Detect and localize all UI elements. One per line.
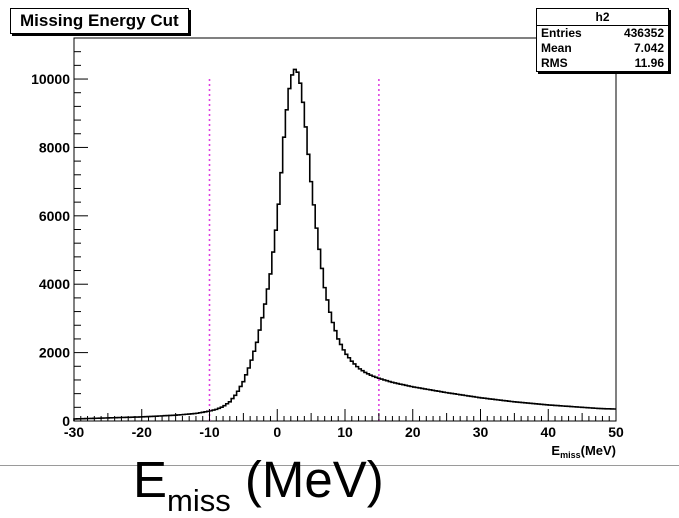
big-x-axis-label: Emiss (MeV) xyxy=(133,450,384,518)
x-tick-label: 30 xyxy=(473,424,489,440)
stats-value: 11.96 xyxy=(634,56,664,70)
stats-row-mean: Mean 7.042 xyxy=(537,41,668,56)
x-axis-label: Emiss(MeV) xyxy=(551,443,616,460)
x-tick-label: 0 xyxy=(273,424,281,440)
stats-label: RMS xyxy=(541,56,568,70)
stats-histogram-name: h2 xyxy=(537,9,668,26)
x-tick-label: -30 xyxy=(64,424,84,440)
divider xyxy=(0,465,679,466)
big-x-label-unit: (MeV) xyxy=(230,451,384,508)
x-tick-label: 10 xyxy=(337,424,353,440)
stats-value: 436352 xyxy=(623,26,664,40)
stats-row-entries: Entries 436352 xyxy=(537,26,668,41)
y-tick-label: 6000 xyxy=(39,208,70,224)
x-tick-label: 50 xyxy=(608,424,624,440)
y-tick-label: 4000 xyxy=(39,276,70,292)
stats-box: h2 Entries 436352 Mean 7.042 RMS 11.96 xyxy=(536,8,669,72)
x-axis-label-main: E xyxy=(551,443,560,458)
x-tick-label: -20 xyxy=(132,424,152,440)
y-tick-label: 10000 xyxy=(31,71,70,87)
histogram-line xyxy=(73,68,616,421)
x-axis-label-unit: (MeV) xyxy=(581,443,616,458)
big-x-label-subscript: miss xyxy=(167,483,231,518)
y-tick-label: 0 xyxy=(62,413,70,429)
stats-label: Mean xyxy=(541,41,572,55)
y-tick-label: 8000 xyxy=(39,139,70,155)
y-tick-label: 2000 xyxy=(39,345,70,361)
big-x-label-main: E xyxy=(133,451,168,508)
stats-row-rms: RMS 11.96 xyxy=(537,56,668,71)
x-tick-label: 20 xyxy=(405,424,421,440)
x-tick-label: 40 xyxy=(540,424,556,440)
chart-title: Missing Energy Cut xyxy=(10,8,189,34)
figure-frame: -30 -20 -10 0 10 20 30 40 50 0 2000 4000 6000 8000 100… xyxy=(10,8,669,460)
stats-value: 7.042 xyxy=(633,41,664,55)
stats-label: Entries xyxy=(541,26,582,40)
x-tick-label: -10 xyxy=(199,424,219,440)
histogram-plot: -30 -20 -10 0 10 20 30 40 50 0 2000 4000 6000 8000 100… xyxy=(31,37,624,460)
plot-area xyxy=(73,37,617,422)
x-axis-label-subscript: miss xyxy=(560,450,581,460)
